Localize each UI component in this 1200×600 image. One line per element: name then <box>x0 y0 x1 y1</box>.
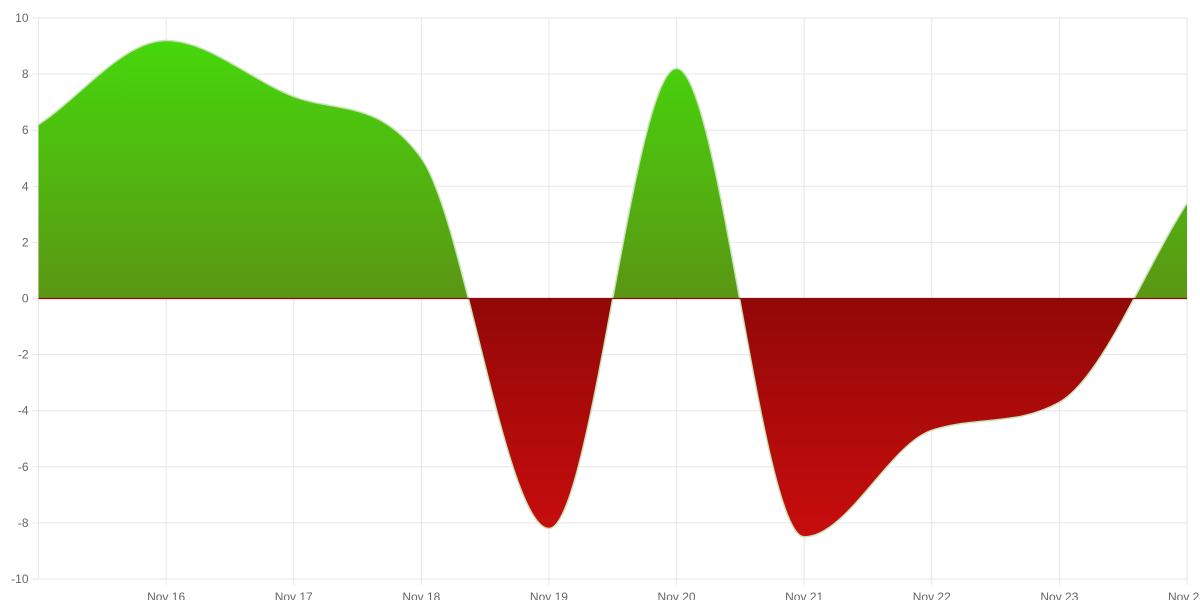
x-tick-label: Nov 23 <box>1040 590 1078 600</box>
y-tick-label: 8 <box>22 67 29 81</box>
x-tick-label: Nov 21 <box>785 590 823 600</box>
y-tick-label: 4 <box>22 179 29 193</box>
x-tick-label: Nov 18 <box>402 590 440 600</box>
y-tick-label: -4 <box>18 404 29 418</box>
positive-area <box>39 40 1188 536</box>
x-tick-label: Nov 19 <box>530 590 568 600</box>
y-tick-label: 10 <box>15 11 29 25</box>
y-tick-label: 2 <box>22 235 29 249</box>
x-tick-label: Nov 16 <box>147 590 185 600</box>
x-tick-label: Nov 20 <box>658 590 696 600</box>
y-tick-label: -8 <box>18 516 29 530</box>
y-tick-label: 6 <box>22 123 29 137</box>
y-tick-label: -2 <box>18 348 29 362</box>
y-tick-label: -10 <box>11 572 29 586</box>
x-tick-label: Nov 17 <box>275 590 313 600</box>
y-tick-label: 0 <box>22 292 29 306</box>
x-tick-label: Nov 24 <box>1168 590 1200 600</box>
y-tick-label: -6 <box>18 460 29 474</box>
x-tick-label: Nov 22 <box>913 590 951 600</box>
area-fills <box>39 40 1188 536</box>
